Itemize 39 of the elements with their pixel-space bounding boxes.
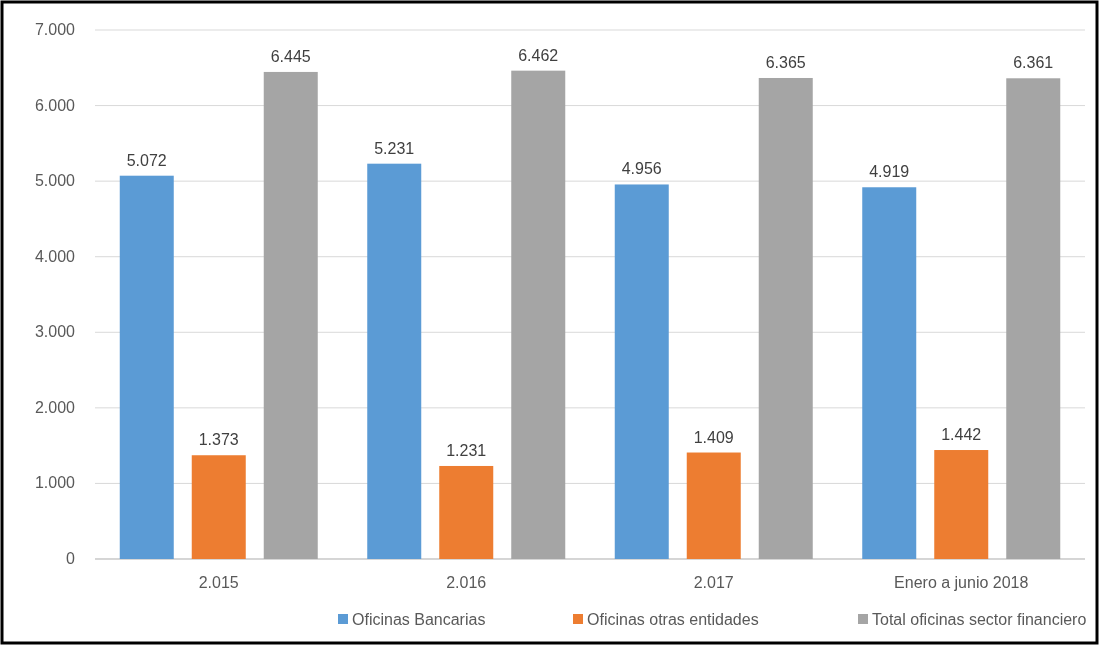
bar	[758, 77, 813, 559]
data-label: 4.919	[869, 163, 910, 181]
bar	[191, 455, 246, 559]
bar	[862, 187, 917, 559]
data-label: 1.231	[446, 441, 487, 459]
bar	[934, 450, 989, 559]
data-label: 1.373	[198, 431, 239, 449]
y-tick-label: 5.000	[34, 172, 76, 190]
bar	[439, 465, 494, 559]
data-label: 1.442	[941, 426, 982, 444]
y-tick-label: 7.000	[34, 21, 76, 38]
data-label: 5.231	[374, 139, 415, 157]
x-tick-label: 2.017	[693, 574, 734, 591]
data-label: 6.361	[1013, 54, 1054, 72]
y-tick-label: 4.000	[34, 247, 76, 265]
x-tick-label: Enero a junio 2018	[894, 574, 1029, 591]
bar	[614, 184, 669, 559]
data-label: 6.462	[518, 46, 559, 64]
legend-label: Oficinas Bancarias	[352, 611, 486, 628]
y-tick-label: 3.000	[34, 323, 76, 341]
y-tick-label: 1.000	[34, 474, 76, 492]
bar	[367, 163, 422, 559]
x-tick-label: 2.015	[198, 574, 239, 591]
legend-label: Oficinas otras entidades	[587, 611, 759, 628]
y-tick-label: 6.000	[34, 96, 76, 114]
bar	[1006, 78, 1061, 559]
x-tick-label: 2.016	[446, 574, 487, 591]
y-tick-label: 0	[66, 550, 76, 567]
data-label: 4.956	[621, 160, 662, 178]
data-label: 1.409	[693, 428, 734, 446]
bar	[511, 70, 566, 559]
data-label: 5.072	[126, 151, 167, 169]
legend-label: Total oficinas sector financiero	[872, 611, 1087, 628]
bar	[119, 175, 174, 559]
bar	[263, 71, 318, 559]
bar	[686, 452, 741, 559]
y-tick-label: 2.000	[34, 398, 76, 416]
data-label: 6.365	[765, 53, 806, 71]
data-label: 6.445	[270, 47, 311, 65]
